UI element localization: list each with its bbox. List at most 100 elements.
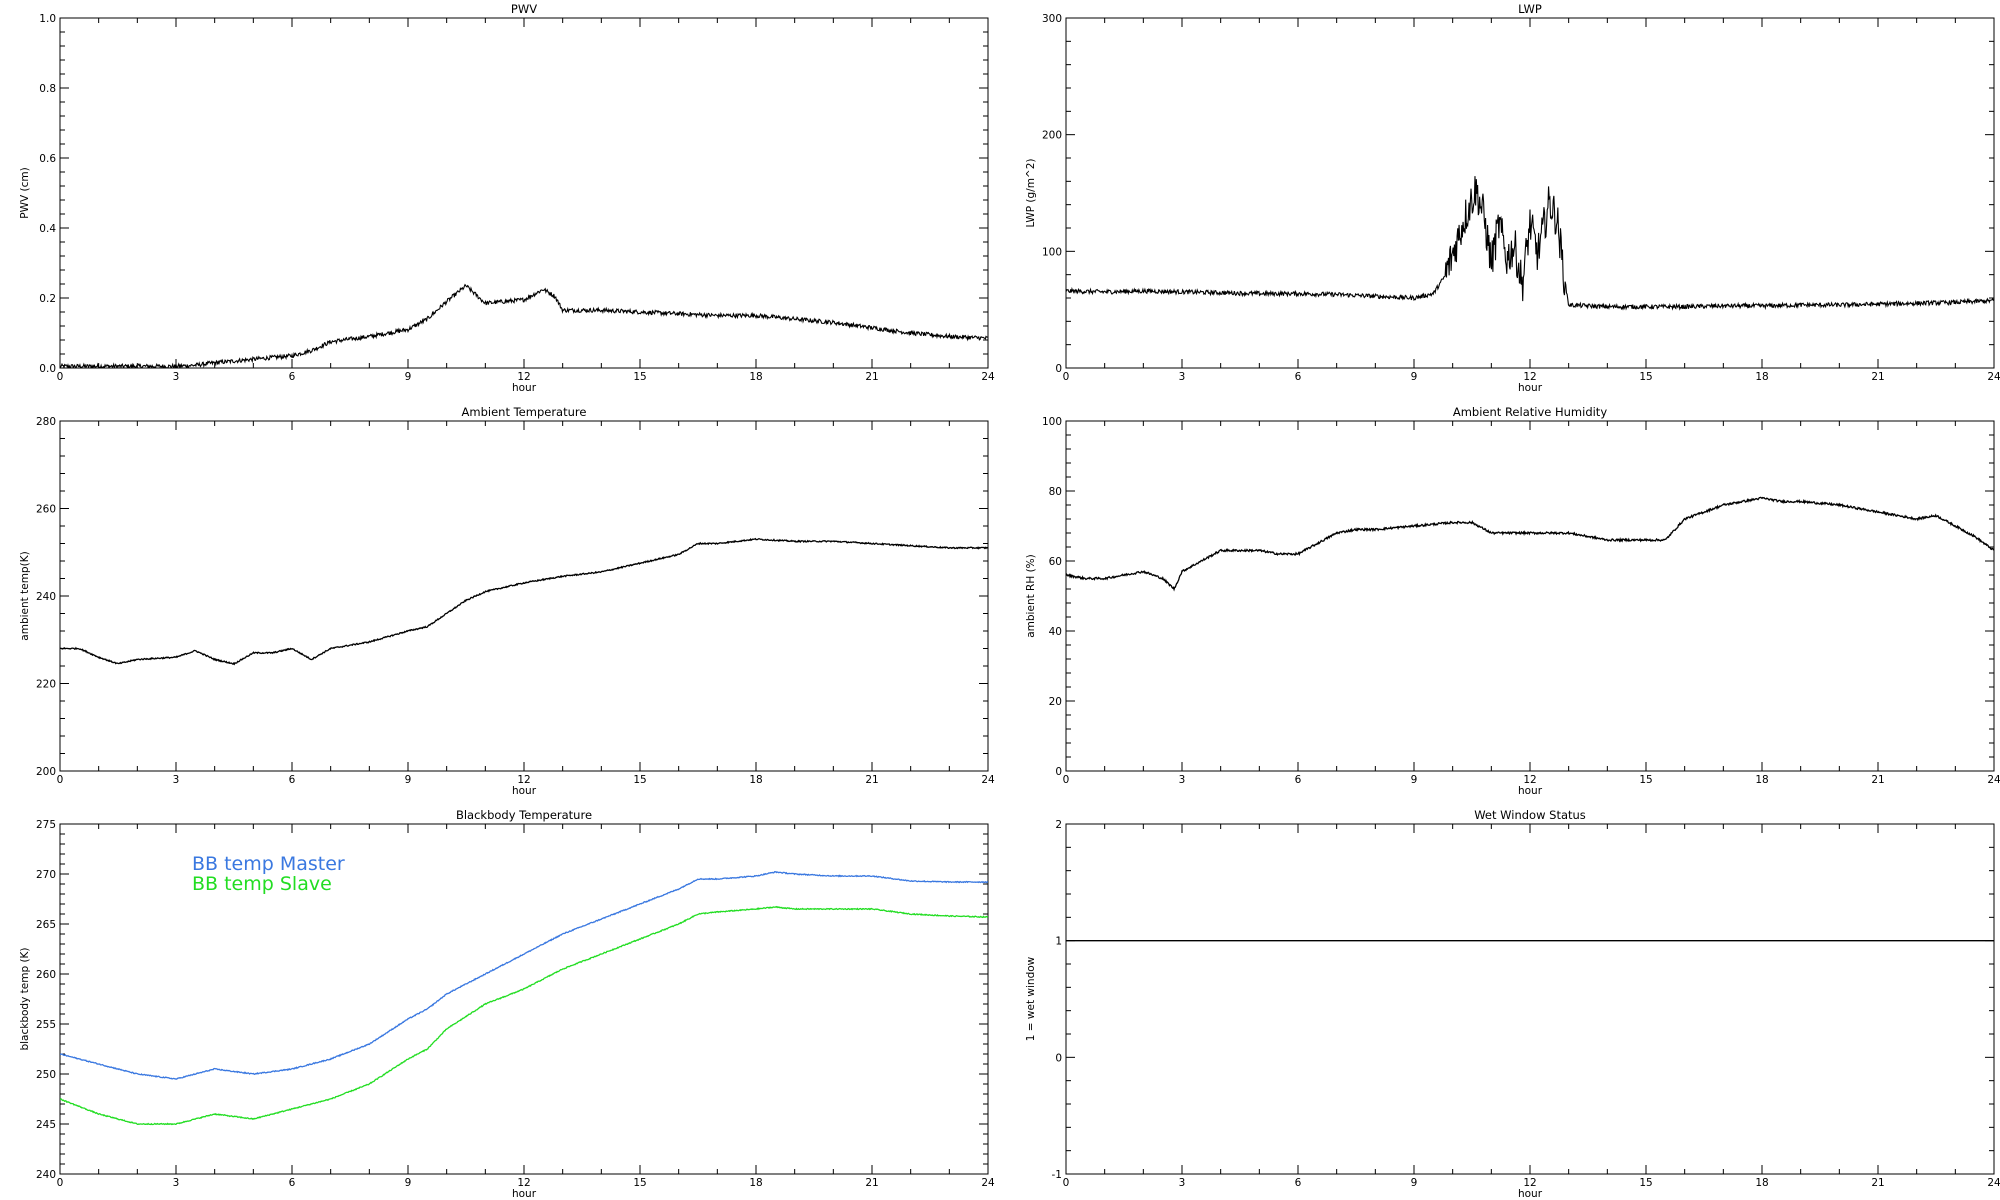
y-axis-label: ambient temp(K) — [19, 551, 31, 640]
y-tick-label: 255 — [36, 1019, 56, 1031]
chart-title: Ambient Temperature — [462, 405, 587, 419]
x-tick-label: 9 — [1411, 371, 1418, 383]
x-axis-label: hour — [512, 1188, 537, 1200]
y-tick-label: 100 — [1042, 416, 1062, 428]
x-tick-label: 9 — [405, 1177, 412, 1189]
x-tick-label: 0 — [1063, 371, 1070, 383]
y-tick-label: 200 — [36, 766, 56, 778]
y-tick-label: 250 — [36, 1069, 56, 1081]
x-tick-label: 6 — [289, 371, 296, 383]
y-tick-label: 60 — [1049, 556, 1062, 568]
series-line-0 — [1066, 496, 1994, 592]
x-tick-label: 21 — [865, 1177, 878, 1189]
series-line-0 — [60, 870, 988, 1080]
y-tick-label: 80 — [1049, 486, 1062, 498]
x-tick-label: 3 — [1179, 774, 1186, 786]
legend-entry: BB temp Slave — [192, 873, 332, 895]
y-tick-label: 220 — [36, 679, 56, 691]
x-tick-label: 12 — [1523, 774, 1536, 786]
x-tick-label: 9 — [405, 371, 412, 383]
y-axis-label: 1 = wet window — [1025, 956, 1037, 1041]
x-tick-label: 6 — [1295, 1177, 1302, 1189]
plot-frame — [59, 420, 989, 772]
chart-title: Ambient Relative Humidity — [1453, 405, 1607, 419]
x-tick-label: 0 — [1063, 1177, 1070, 1189]
x-tick-label: 21 — [1871, 371, 1884, 383]
x-tick-label: 15 — [1639, 774, 1652, 786]
series-line-1 — [60, 905, 988, 1126]
y-axis-label: PWV (cm) — [19, 167, 31, 218]
y-tick-label: 1.0 — [39, 13, 56, 25]
x-axis-label: hour — [512, 382, 537, 394]
y-tick-label: 0.0 — [39, 363, 56, 375]
panel-bb-temp: Blackbody Temperature 0 3 6 9 12 15 18 21 24 240 24… — [19, 808, 995, 1200]
x-axis-label: hour — [512, 785, 537, 797]
x-tick-label: 21 — [1871, 1177, 1884, 1189]
x-axis-label: hour — [1518, 382, 1543, 394]
y-tick-label: 40 — [1049, 626, 1062, 638]
x-tick-label: 24 — [981, 371, 995, 383]
x-tick-label: 24 — [1987, 371, 2000, 383]
x-tick-label: 9 — [1411, 774, 1418, 786]
y-tick-label: 0.4 — [39, 223, 56, 235]
x-tick-label: 18 — [749, 774, 762, 786]
x-tick-label: 18 — [749, 1177, 762, 1189]
y-tick-label: -1 — [1052, 1169, 1062, 1181]
x-tick-label: 12 — [517, 1177, 530, 1189]
chart-title: Blackbody Temperature — [456, 808, 592, 822]
y-tick-label: 265 — [36, 919, 56, 931]
series-line-0 — [60, 283, 988, 368]
x-tick-label: 9 — [1411, 1177, 1418, 1189]
chart-title: PWV — [511, 2, 537, 16]
x-tick-label: 3 — [173, 1177, 180, 1189]
y-tick-label: 260 — [36, 969, 56, 981]
y-axis-label: LWP (g/m^2) — [1025, 158, 1037, 227]
y-tick-label: 0.6 — [39, 153, 56, 165]
x-tick-label: 21 — [865, 371, 878, 383]
y-tick-label: 245 — [36, 1119, 56, 1131]
x-tick-label: 6 — [289, 1177, 296, 1189]
y-tick-label: 0.8 — [39, 83, 56, 95]
x-tick-label: 0 — [1063, 774, 1070, 786]
x-tick-label: 15 — [1639, 371, 1652, 383]
chart-title: LWP — [1518, 2, 1542, 16]
x-tick-label: 0 — [57, 371, 64, 383]
y-tick-label: 240 — [36, 591, 56, 603]
x-axis-label: hour — [1518, 785, 1543, 797]
y-tick-label: 200 — [1042, 130, 1062, 142]
y-tick-label: 240 — [36, 1169, 56, 1181]
chart-title: Wet Window Status — [1474, 808, 1586, 822]
series-line-0 — [1066, 176, 1994, 311]
x-tick-label: 15 — [1639, 1177, 1652, 1189]
x-tick-label: 3 — [173, 371, 180, 383]
x-tick-label: 0 — [57, 774, 64, 786]
y-tick-label: 2 — [1055, 819, 1062, 831]
x-tick-label: 12 — [517, 371, 530, 383]
x-tick-label: 18 — [1755, 371, 1768, 383]
y-tick-label: 260 — [36, 504, 56, 516]
panel-lwp: LWP 0 3 6 9 12 15 18 21 24 0 100 200 300 hour LWP (g/m^… — [1025, 2, 2000, 394]
panel-ambient-rh: Ambient Relative Humidity 0 3 6 9 12 15 18 21 24 0… — [1025, 405, 2000, 797]
x-tick-label: 12 — [1523, 1177, 1536, 1189]
y-tick-label: 270 — [36, 869, 56, 881]
x-tick-label: 15 — [633, 1177, 646, 1189]
x-tick-label: 18 — [1755, 1177, 1768, 1189]
x-tick-label: 24 — [1987, 1177, 2000, 1189]
x-tick-label: 24 — [1987, 774, 2000, 786]
x-tick-label: 6 — [289, 774, 296, 786]
plot-frame — [1065, 823, 1995, 1175]
y-tick-label: 300 — [1042, 13, 1062, 25]
x-tick-label: 24 — [981, 774, 995, 786]
x-tick-label: 18 — [749, 371, 762, 383]
x-tick-label: 6 — [1295, 371, 1302, 383]
x-tick-label: 15 — [633, 371, 646, 383]
plot-frame — [59, 17, 989, 369]
y-tick-label: 100 — [1042, 246, 1062, 258]
x-tick-label: 18 — [1755, 774, 1768, 786]
x-tick-label: 21 — [1871, 774, 1884, 786]
x-tick-label: 3 — [1179, 371, 1186, 383]
y-tick-label: 280 — [36, 416, 56, 428]
x-tick-label: 24 — [981, 1177, 995, 1189]
panel-ambient-temp: Ambient Temperature 0 3 6 9 12 15 18 21 24 200 220 2… — [19, 405, 995, 797]
